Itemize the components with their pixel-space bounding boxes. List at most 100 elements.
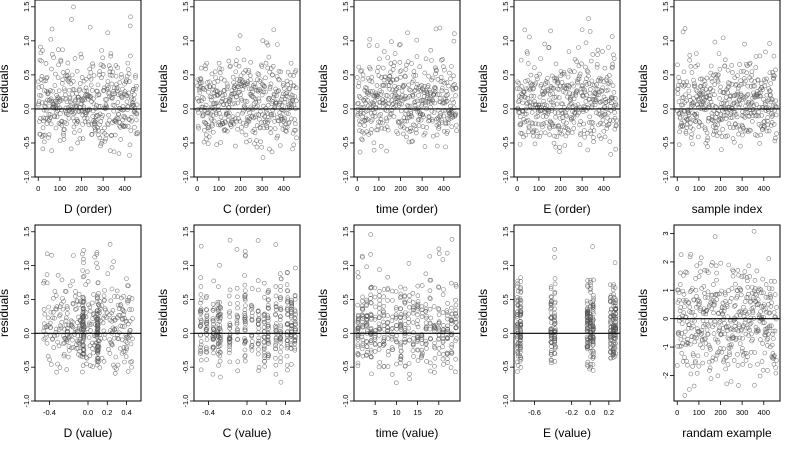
data-point — [410, 92, 416, 98]
data-point — [584, 306, 590, 311]
data-point — [755, 297, 761, 302]
data-point — [273, 343, 278, 348]
data-point — [733, 335, 739, 341]
data-point — [389, 372, 395, 377]
plot-frame — [34, 0, 142, 178]
data-point — [569, 130, 575, 136]
data-point — [745, 92, 751, 97]
data-point — [91, 292, 96, 297]
data-point — [415, 293, 421, 298]
data-point — [432, 344, 437, 349]
data-point — [515, 284, 520, 289]
data-point — [590, 354, 596, 359]
data-point — [403, 310, 408, 316]
data-point — [549, 305, 554, 311]
data-point — [681, 83, 687, 89]
data-point — [210, 307, 216, 313]
data-point — [767, 292, 773, 297]
data-point — [405, 103, 410, 108]
data-point — [385, 93, 390, 98]
x-axis-title: E (order) — [543, 202, 590, 216]
data-point — [58, 325, 64, 331]
y-tick-label: 0.5 — [501, 70, 510, 80]
data-point — [723, 134, 729, 139]
data-point — [536, 102, 542, 108]
data-point — [253, 99, 259, 105]
data-point — [262, 344, 267, 349]
data-point — [209, 94, 214, 100]
data-point — [432, 370, 437, 375]
data-point — [592, 102, 598, 108]
data-point — [572, 69, 577, 74]
data-point — [128, 359, 133, 365]
data-point — [712, 302, 717, 307]
data-point — [198, 65, 204, 71]
data-point — [753, 291, 758, 297]
data-point — [242, 296, 248, 301]
data-point — [547, 132, 552, 138]
data-point — [680, 29, 686, 35]
data-point — [278, 297, 283, 302]
data-point — [377, 267, 382, 273]
data-point — [81, 315, 86, 320]
data-point — [196, 110, 201, 115]
data-point — [288, 341, 294, 347]
data-point — [436, 285, 442, 290]
data-point — [390, 325, 395, 331]
data-point — [682, 393, 688, 398]
data-point — [676, 290, 682, 295]
data-point — [737, 127, 743, 133]
data-point — [611, 89, 617, 95]
data-point — [277, 314, 283, 320]
data-point — [754, 268, 760, 274]
data-point — [261, 347, 267, 352]
data-point — [196, 98, 202, 104]
data-point — [557, 149, 562, 154]
data-point — [383, 83, 389, 89]
data-point — [213, 111, 219, 117]
y-tick-label: 0.5 — [661, 70, 670, 80]
data-point — [54, 114, 60, 120]
data-point — [115, 362, 121, 368]
data-point — [81, 296, 87, 301]
data-point — [584, 323, 590, 328]
data-point — [681, 292, 687, 297]
data-point — [769, 96, 775, 102]
data-point — [81, 299, 86, 305]
data-point — [278, 359, 283, 365]
data-point — [83, 93, 88, 98]
data-point — [560, 110, 566, 116]
data-point — [453, 85, 459, 91]
data-point — [125, 107, 130, 113]
data-point — [518, 298, 524, 304]
data-point — [694, 293, 699, 299]
y-tick-label: -0.5 — [501, 361, 510, 374]
data-point — [273, 371, 279, 377]
data-point — [102, 313, 108, 319]
data-point — [235, 46, 241, 52]
data-point — [414, 85, 419, 90]
data-point — [709, 76, 714, 81]
data-point — [393, 312, 399, 317]
data-point — [453, 283, 459, 289]
data-point — [400, 97, 405, 103]
data-point — [274, 135, 280, 141]
data-point — [434, 143, 440, 149]
data-point — [271, 27, 277, 33]
data-point — [515, 278, 521, 284]
data-point — [518, 319, 523, 324]
data-point — [586, 16, 591, 21]
data-point — [61, 351, 67, 357]
data-point — [45, 353, 51, 359]
data-point — [613, 146, 618, 152]
data-point — [554, 134, 560, 139]
data-point — [354, 75, 360, 80]
data-point — [706, 342, 712, 348]
x-axis-title: E (value) — [543, 426, 591, 440]
data-point — [552, 281, 558, 287]
data-point — [722, 63, 728, 69]
data-point — [109, 132, 114, 138]
data-point — [392, 89, 398, 95]
data-point — [285, 338, 291, 344]
